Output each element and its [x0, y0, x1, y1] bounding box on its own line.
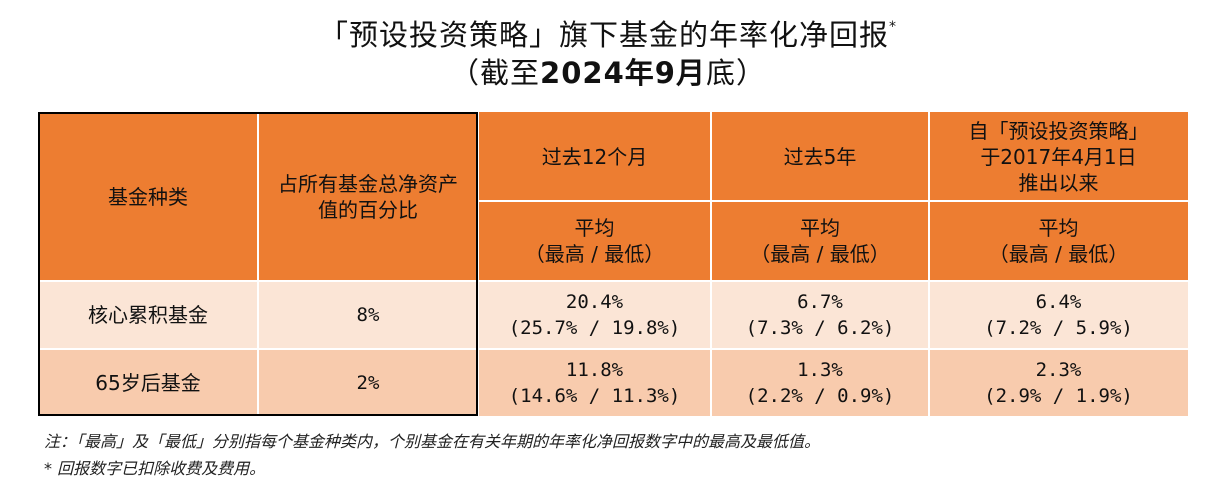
- return-range: (7.2% / 5.9%): [984, 317, 1133, 339]
- fund-name: 核心累积基金: [88, 303, 208, 327]
- return-range: (7.3% / 6.2%): [745, 317, 895, 339]
- return-range: (25.7% / 19.8%): [508, 317, 681, 339]
- header-since-line3: 推出以来: [1018, 170, 1099, 195]
- return-average: 2.3%: [1035, 358, 1082, 381]
- table-row-core-fund-since: 6.4% (7.2% / 5.9%): [929, 281, 1188, 349]
- header-fund-type-label: 基金种类: [108, 184, 188, 209]
- header-share: 占所有基金总净资产 值的百分比: [258, 112, 478, 281]
- table-row-core-fund-5y: 6.7% (7.3% / 6.2%): [711, 281, 929, 349]
- subheader-range-label: （最高 / 最低）: [988, 242, 1129, 266]
- page-subtitle: （截至2024年9月底）: [0, 50, 1216, 92]
- footnote-range: 注：「最高」及「最低」分别指每个基金种类内，个别基金在有关年期的年率化净回报数字…: [44, 432, 821, 451]
- fund-name: 65岁后基金: [95, 370, 201, 395]
- footnote-fees: * 回报数字已扣除收费及费用。: [44, 459, 266, 478]
- header-since-launch: 自「预设投资策略」 于2017年4月1日 推出以来: [929, 112, 1188, 201]
- grid-divider: [478, 200, 1188, 202]
- return-average: 20.4%: [565, 291, 624, 313]
- table-row-core-fund-name: 核心累积基金: [38, 281, 258, 349]
- subheader-range-label: （最高 / 最低）: [524, 242, 665, 266]
- grid-divider: [928, 112, 930, 416]
- grid-divider: [477, 112, 479, 416]
- subtitle-suffix: 底）: [705, 56, 766, 90]
- subheader-avg-label: 平均: [574, 216, 615, 240]
- subheader-avg-label: 平均: [800, 216, 840, 240]
- header-fund-type: 基金种类: [38, 112, 258, 281]
- table-row-age65-fund-name: 65岁后基金: [38, 349, 258, 416]
- subheader-average-12m: 平均 （最高 / 最低）: [478, 201, 711, 281]
- table-row-core-fund-share: 8%: [258, 281, 478, 349]
- subtitle-date: 2024年9月: [540, 56, 706, 90]
- table-row-age65-fund-share: 2%: [258, 349, 478, 416]
- fund-share: 8%: [356, 304, 380, 326]
- grid-divider: [710, 112, 712, 416]
- table-row-age65-fund-12m: 11.8% (14.6% / 11.3%): [478, 349, 711, 416]
- subtitle-prefix: （截至: [450, 56, 541, 90]
- header-share-line1: 占所有基金总净资产: [278, 171, 458, 196]
- returns-table: 基金种类 占所有基金总净资产 值的百分比 过去12个月 过去5年 自「预设投资策…: [38, 112, 1188, 416]
- title-line1: 「预设投资策略」旗下基金的年率化净回报: [318, 18, 889, 52]
- table-row-core-fund-12m: 20.4% (25.7% / 19.8%): [478, 281, 711, 349]
- table-row-age65-fund-5y: 1.3% (2.2% / 0.9%): [711, 349, 929, 416]
- grid-divider: [38, 280, 1188, 282]
- return-average: 6.7%: [797, 291, 843, 313]
- header-past-12-months: 过去12个月: [478, 112, 711, 201]
- return-average: 6.4%: [1035, 291, 1082, 313]
- return-average: 1.3%: [797, 358, 843, 381]
- fund-share: 2%: [356, 371, 380, 394]
- return-range: (2.9% / 1.9%): [984, 384, 1133, 407]
- subheader-avg-label: 平均: [1038, 216, 1079, 240]
- page-title: 「预设投资策略」旗下基金的年率化净回报*: [0, 12, 1216, 54]
- subheader-range-label: （最高 / 最低）: [750, 242, 890, 266]
- title-footnote-mark: *: [889, 19, 897, 35]
- header-past-5-years: 过去5年: [711, 112, 929, 201]
- subheader-average-5y: 平均 （最高 / 最低）: [711, 201, 929, 281]
- return-range: (2.2% / 0.9%): [745, 384, 895, 407]
- header-past-12-months-label: 过去12个月: [541, 144, 648, 169]
- header-share-line2: 值的百分比: [318, 197, 418, 222]
- subheader-average-since: 平均 （最高 / 最低）: [929, 201, 1188, 281]
- return-average: 11.8%: [565, 358, 624, 381]
- header-since-line2: 于2017年4月1日: [980, 144, 1137, 169]
- return-range: (14.6% / 11.3%): [508, 384, 681, 407]
- header-since-line1: 自「预设投资策略」: [968, 118, 1149, 143]
- grid-divider: [38, 348, 1188, 350]
- table-row-age65-fund-since: 2.3% (2.9% / 1.9%): [929, 349, 1188, 416]
- header-past-5-years-label: 过去5年: [783, 144, 857, 169]
- grid-divider: [257, 112, 259, 416]
